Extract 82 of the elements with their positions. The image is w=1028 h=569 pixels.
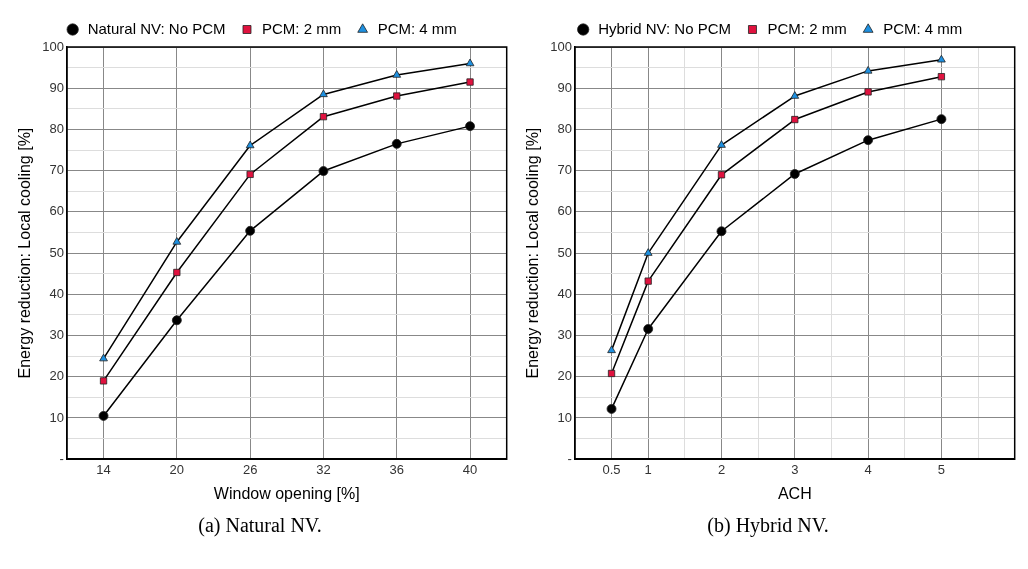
y-tick-label: -	[59, 450, 64, 466]
point	[392, 70, 402, 78]
point	[173, 268, 181, 277]
point	[936, 114, 947, 125]
point	[245, 140, 255, 149]
y-tick-label: 40	[557, 285, 572, 301]
y-tick-label: 10	[49, 409, 64, 425]
y-tick-label: 20	[557, 368, 572, 384]
point	[465, 58, 475, 67]
point	[99, 353, 108, 362]
y-tick-label: -	[567, 450, 572, 466]
y-tick-label: 70	[49, 162, 64, 178]
y-tick-label: 30	[557, 327, 572, 343]
y-tick-label: 100	[42, 38, 64, 54]
point	[99, 377, 108, 385]
y-tick-label: 90	[49, 79, 64, 95]
y-tick-label: 90	[557, 79, 572, 95]
point	[643, 324, 654, 334]
legend-label: PCM: 4 mm	[377, 19, 457, 37]
y-axis-title: Energy reduction: Local cooling [%]	[16, 127, 34, 379]
y-tick-label: 50	[557, 244, 572, 260]
y-axis-title: Energy reduction: Local cooling [%]	[524, 127, 542, 379]
point	[172, 237, 182, 245]
point	[716, 226, 727, 237]
text: (a) Natural NV.	[197, 514, 323, 537]
point	[790, 91, 800, 99]
point	[245, 225, 256, 236]
x-tick-label: 26	[242, 461, 258, 477]
point	[864, 88, 872, 96]
point	[937, 73, 945, 81]
legend-label: Natural NV: No PCM	[87, 19, 226, 37]
point	[863, 66, 873, 74]
x-axis-title: ACH	[777, 484, 812, 502]
x-tick-label: 36	[389, 461, 404, 477]
legend-label: PCM: 2 mm	[767, 19, 847, 37]
x-tick-label: 3	[791, 461, 799, 477]
point	[863, 135, 873, 146]
legend-label: PCM: 2 mm	[261, 19, 342, 37]
point	[319, 89, 328, 98]
point	[465, 121, 475, 132]
y-tick-label: 40	[49, 285, 64, 301]
y-tick-label: 60	[557, 203, 572, 219]
text: (b) Hybrid NV.	[706, 514, 830, 537]
point	[937, 54, 946, 63]
point	[789, 169, 800, 179]
point	[643, 248, 653, 256]
x-tick-label: 32	[316, 461, 331, 477]
x-tick-label: 5	[937, 461, 946, 477]
point	[98, 411, 109, 421]
point	[606, 404, 617, 414]
y-tick-label: 20	[49, 368, 64, 384]
y-tick-label: 70	[557, 162, 572, 178]
point	[319, 113, 328, 121]
point	[607, 345, 616, 354]
x-tick-label: 0.5	[602, 461, 621, 477]
x-tick-label: 40	[462, 461, 478, 477]
y-tick-label: 60	[49, 203, 64, 219]
x-axis-title: Window opening [%]	[213, 484, 360, 502]
point	[717, 171, 726, 179]
y-tick-label: 80	[49, 121, 64, 137]
point	[717, 140, 726, 148]
point	[466, 78, 474, 86]
point	[318, 166, 329, 176]
point	[791, 115, 799, 124]
y-tick-label: 50	[49, 244, 64, 260]
legend-label: Hybrid NV: No PCM	[598, 19, 731, 37]
x-tick-label: 4	[864, 461, 872, 477]
point	[391, 138, 402, 149]
y-tick-label: 10	[557, 409, 572, 425]
point	[171, 315, 182, 326]
point	[246, 170, 254, 178]
y-tick-label: 100	[550, 38, 572, 54]
x-tick-label: 20	[169, 461, 185, 477]
point	[644, 277, 652, 285]
point	[607, 369, 616, 378]
x-tick-label: 14	[96, 461, 111, 477]
y-tick-label: 80	[557, 121, 572, 137]
legend-label: PCM: 4 mm	[883, 19, 963, 37]
point	[393, 92, 401, 100]
x-tick-label: 2	[717, 461, 726, 477]
x-tick-label: 1	[644, 461, 652, 477]
y-tick-label: 30	[49, 327, 64, 343]
